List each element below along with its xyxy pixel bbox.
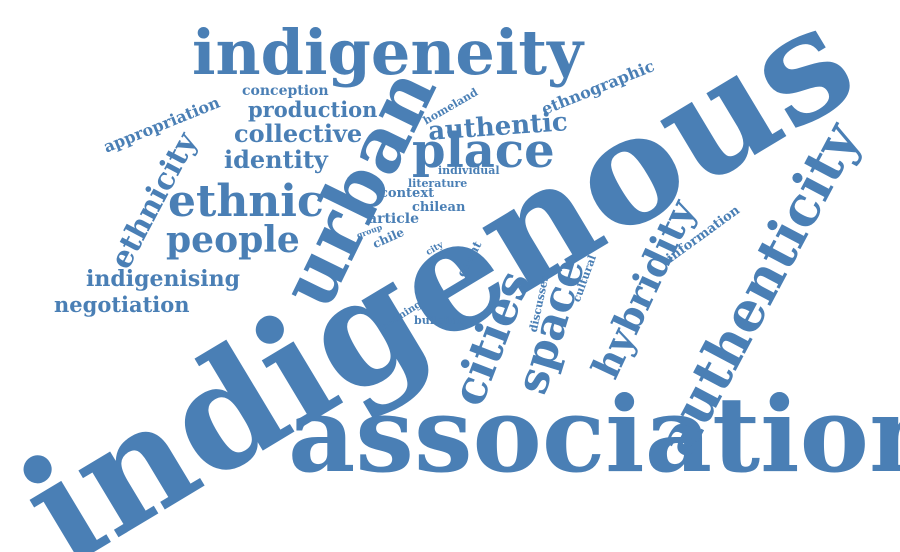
- word-indigenising: indigenising: [86, 266, 240, 292]
- word-article: article: [368, 211, 419, 227]
- word-indigeneity: indigeneity: [192, 16, 584, 89]
- word-collective: collective: [234, 119, 363, 148]
- word-chilean: chilean: [412, 200, 466, 215]
- word-association: association: [288, 373, 900, 496]
- word-place: place: [412, 123, 555, 179]
- word-context: context: [380, 186, 435, 201]
- word-identity: identity: [224, 145, 328, 174]
- word-negotiation: negotiation: [54, 292, 190, 317]
- word-ethnic: ethnic: [168, 176, 324, 227]
- word-literature: literature: [408, 177, 468, 190]
- word-building: building: [414, 314, 466, 327]
- word-production: production: [248, 97, 378, 122]
- word-individual: individual: [438, 164, 500, 177]
- word-people: people: [166, 219, 300, 261]
- word-conception: conception: [242, 83, 329, 99]
